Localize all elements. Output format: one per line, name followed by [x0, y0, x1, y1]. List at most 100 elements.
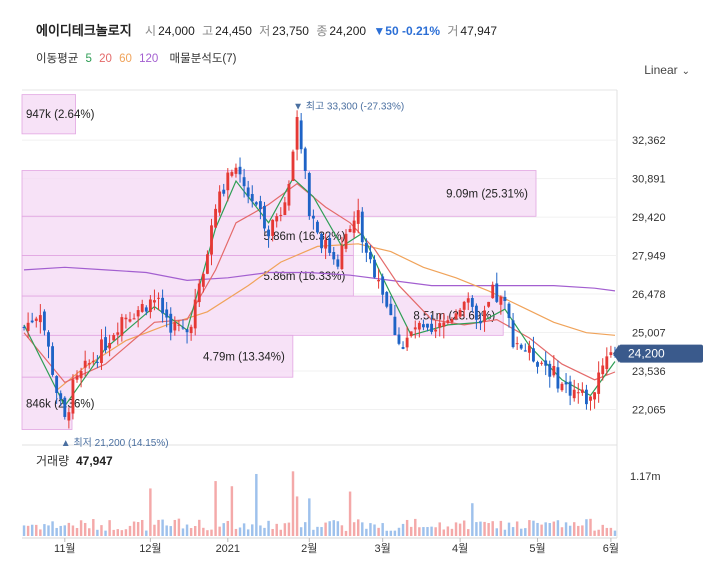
volume-bar: [149, 488, 152, 536]
candle-body: [458, 309, 462, 317]
volume-bar: [141, 519, 144, 536]
volume-bar: [483, 521, 486, 536]
volume-bar: [108, 520, 111, 536]
volume-bar: [430, 526, 433, 536]
volume-bar: [340, 525, 344, 536]
candle-body: [181, 327, 185, 329]
candle-body: [336, 259, 340, 267]
volume-bar: [246, 529, 250, 536]
price-tick-label: 32,362: [632, 135, 666, 147]
candle-body: [55, 376, 59, 394]
candle-body: [580, 389, 584, 393]
volume-bar: [532, 520, 535, 536]
candle-body: [116, 332, 120, 335]
volume-bar: [210, 529, 213, 536]
volume-bar: [572, 522, 576, 536]
volume-bar: [222, 523, 225, 536]
ma20-line: [23, 182, 616, 384]
candle-body: [426, 323, 429, 328]
volume-bar: [165, 525, 168, 536]
candle-body: [450, 318, 454, 323]
scale-dropdown[interactable]: Linear ⌄: [644, 63, 690, 77]
volume-bar: [511, 527, 515, 536]
price-tick-label: 23,536: [632, 366, 666, 378]
close-value: 24,200: [329, 24, 367, 38]
volume-profile-bar: [21, 94, 76, 135]
candle-body: [397, 334, 401, 344]
ma60-legend[interactable]: 60: [119, 53, 132, 65]
ma20-legend[interactable]: 20: [99, 53, 112, 65]
volume-bar: [381, 523, 384, 536]
candle-body: [51, 346, 54, 375]
volume-bar: [153, 524, 156, 536]
candle-body: [140, 304, 144, 312]
volume-bar: [116, 529, 119, 536]
candle-body: [487, 301, 491, 307]
volume-bar: [291, 471, 295, 536]
volume-bar: [67, 522, 71, 536]
volume-bar: [475, 522, 478, 536]
volume-profile-legend[interactable]: 매물분석도(7): [169, 53, 237, 65]
volume-bar: [59, 525, 62, 536]
stock-header: 에이디테크놀로지 시 24,000 고 24,450 저 23,750 종 24,200…: [36, 20, 497, 39]
candle-body: [385, 292, 389, 307]
candle-body: [59, 393, 63, 399]
volume-bar: [320, 527, 323, 536]
volume-bar: [454, 522, 458, 536]
price-tick-label: 29,420: [632, 212, 666, 224]
volume-bar: [279, 529, 283, 536]
candle-body: [311, 215, 315, 219]
candle-body: [483, 310, 486, 322]
candle-body: [430, 323, 433, 332]
volume-bar: [352, 522, 356, 536]
volume-bar: [536, 522, 539, 536]
volume-bar: [26, 525, 30, 536]
volume-bar: [124, 529, 128, 536]
volume-bar: [593, 530, 596, 536]
low-label: 저: [259, 24, 271, 38]
scale-label: Linear: [644, 63, 678, 77]
candle-body: [201, 273, 205, 287]
volume-bar: [328, 521, 331, 536]
candle-body: [295, 117, 299, 150]
volume-bar: [136, 522, 140, 536]
candle-body: [320, 233, 323, 249]
candle-body: [352, 220, 356, 233]
candle-body: [515, 343, 519, 345]
candle-body: [193, 299, 197, 329]
price-tick-label: 26,478: [632, 289, 666, 301]
candle-body: [503, 296, 507, 302]
volume-bar: [605, 527, 609, 536]
candle-body: [438, 323, 442, 328]
volume-bar: [540, 524, 543, 536]
volume-profile-bar: [21, 334, 294, 378]
volume-bar: [462, 520, 466, 536]
ma120-legend[interactable]: 120: [139, 53, 159, 65]
candle-body: [324, 239, 328, 249]
candle-body: [63, 397, 67, 417]
volume-bar: [528, 520, 531, 536]
volume-bar: [132, 521, 136, 536]
ma5-legend[interactable]: 5: [85, 53, 92, 65]
candle-body: [552, 366, 556, 376]
volume-bar: [467, 529, 470, 536]
high-marker: ▼ 최고 33,300 (-27.33%): [293, 101, 404, 113]
volume-bar: [218, 526, 221, 536]
price-tick-label: 30,891: [632, 174, 666, 186]
time-tick-label: 6월: [603, 542, 619, 555]
volume-profile-bar: [21, 255, 354, 297]
open-value: 24,000: [158, 24, 195, 38]
volume-bar: [242, 523, 246, 536]
candle-body: [161, 297, 165, 314]
volume-bar: [157, 519, 160, 536]
price-tick-label: 25,007: [632, 328, 666, 340]
candle-body: [75, 375, 79, 380]
candle-body: [536, 362, 539, 367]
candle-body: [393, 316, 397, 336]
candle-body: [466, 298, 470, 303]
volume-bar: [495, 528, 498, 536]
candle-body: [413, 327, 417, 330]
candle-body: [507, 303, 511, 318]
candle-body: [434, 329, 438, 332]
